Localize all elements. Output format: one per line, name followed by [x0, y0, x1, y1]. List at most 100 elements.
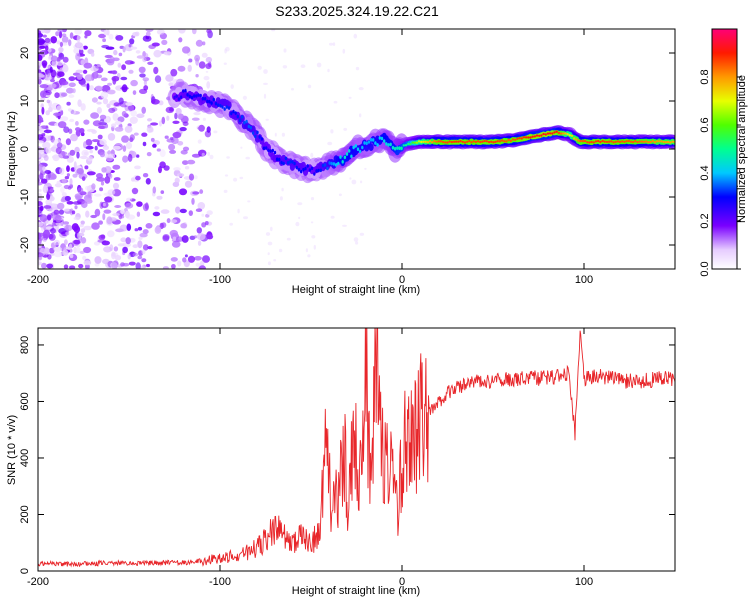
spectrogram-noise-cell [355, 66, 360, 71]
spectrogram-noise-cell [69, 265, 76, 269]
spectrogram-noise-cell [161, 39, 168, 46]
spectrogram-ridge-cell [553, 131, 556, 134]
spectrogram-noise-cell [46, 193, 51, 200]
spectrogram-noise-cell [131, 177, 135, 182]
spectrogram-noise-cell [330, 215, 335, 219]
spectrogram-noise-cell [89, 85, 94, 91]
spectrogram-noise-cell [170, 257, 178, 262]
spectrogram-ridge-cell [601, 139, 604, 143]
spectrogram-noise-cell [154, 206, 160, 210]
spectrogram-noise-cell [132, 244, 139, 249]
spectrogram-ridge-cell [345, 152, 349, 156]
spectrogram-noise-cell [197, 240, 202, 246]
spectrogram-noise-cell [81, 200, 88, 209]
spectrogram-ridge-cell [562, 132, 565, 135]
spectrogram-ridge-cell [173, 95, 176, 100]
spectrogram-noise-cell [45, 218, 54, 225]
spectrogram-ridge-cell [179, 95, 183, 99]
spectrogram-noise-cell [121, 135, 130, 143]
spectrogram-noise-cell [85, 185, 90, 191]
x-tick-label: 100 [575, 576, 593, 588]
spectrogram-noise-cell [104, 196, 113, 203]
spectrogram-noise-cell [174, 177, 180, 184]
spectrogram-noise-cell [184, 166, 190, 170]
spectrogram-noise-cell [75, 247, 81, 254]
spectrogram-ridge-cell [265, 143, 271, 152]
y-tick-label: -10 [19, 189, 31, 205]
spectrogram-noise-cell [132, 90, 137, 95]
spectrogram-noise-cell [349, 177, 352, 180]
spectrogram-ridge-cell [529, 136, 532, 139]
spectrogram-noise-cell [109, 56, 116, 63]
snr-series-line [38, 328, 675, 568]
spectrogram-ridge-cell [590, 140, 593, 144]
spectrogram-noise-cell [199, 189, 204, 194]
spectrogram-noise-cell [69, 149, 76, 156]
spectrogram-noise-cell [364, 167, 367, 170]
spectrogram-noise-cell [49, 66, 53, 73]
spectrogram-noise-cell [40, 90, 47, 98]
spectrogram-ridge-cell [212, 97, 215, 102]
spectrogram-noise-cell [136, 55, 145, 59]
spectrogram-noise-cell [39, 214, 48, 223]
spectrogram-ridge-cell [607, 140, 611, 143]
spectrogram-noise-cell [127, 153, 133, 162]
spectrogram-noise-cell [130, 61, 135, 65]
spectrogram-noise-cell [156, 29, 165, 35]
spectrogram-noise-cell [137, 255, 143, 260]
spectrogram-noise-cell [61, 36, 69, 44]
spectrogram-ridge-cell [575, 138, 578, 141]
spectrogram-ridge-cell [664, 141, 668, 144]
spectrogram-ridge-cell [490, 140, 493, 143]
spectrogram-noise-cell [82, 45, 88, 50]
spectrogram-noise-cell [100, 77, 108, 82]
spectrogram-noise-cell [187, 255, 196, 263]
spectrogram-noise-cell [107, 153, 116, 159]
spectrogram-noise-cell [102, 98, 109, 105]
spectrogram-noise-cell [177, 65, 186, 72]
spectrogram-ridge-cell [214, 101, 218, 106]
spectrogram-noise-cell [65, 138, 71, 146]
spectrogram-ridge-cell [354, 144, 357, 148]
spectrogram-noise-cell [93, 241, 101, 246]
spectrogram-noise-cell [133, 132, 139, 136]
spectrogram-ridge-cell [433, 140, 436, 143]
spectrogram-noise-cell [206, 126, 211, 133]
spectrogram-noise-cell [61, 33, 67, 37]
spectrogram-noise-cell [127, 253, 131, 260]
colorbar-tick-label: 0.8 [699, 69, 711, 84]
spectrogram-ridge-cell [544, 133, 547, 136]
spectrogram-noise-cell [80, 83, 88, 87]
spectrogram-noise-cell [136, 113, 145, 119]
spectrogram-ridge-cell [570, 134, 574, 137]
spectrogram-noise-cell [177, 260, 182, 267]
spectrogram-noise-cell [94, 145, 98, 151]
spectrogram-noise-cell [137, 226, 143, 231]
spectrogram-noise-cell [169, 149, 177, 154]
spectrogram-ridge-cell [583, 139, 587, 143]
spectrogram-ridge-cell [232, 109, 235, 114]
spectrogram-ridge-cell [531, 135, 534, 138]
spectrogram-noise-cell [97, 134, 103, 140]
spectrogram-ridge-cell [286, 161, 290, 165]
spectrogram-ridge-cell [535, 134, 539, 137]
spectrogram-ridge-cell [420, 140, 423, 144]
spectrogram-noise-cell [270, 226, 273, 232]
spectrogram-noise-cell [53, 112, 62, 117]
spectrogram-noise-cell [166, 218, 171, 224]
spectrogram-noise-cell [195, 208, 203, 212]
spectrogram-ridge-cell [627, 139, 630, 143]
spectrogram-noise-cell [127, 104, 135, 112]
spectrogram-noise-cell [138, 236, 143, 240]
spectrogram-noise-cell [178, 188, 188, 196]
spectrogram-noise-cell [49, 188, 54, 193]
spectrogram-noise-cell [271, 29, 276, 32]
spectrogram-noise-cell [126, 197, 133, 202]
spectrogram-noise-cell [223, 62, 227, 65]
spectrogram-noise-cell [120, 209, 125, 215]
spectrogram-noise-cell [243, 216, 248, 220]
spectrogram-noise-cell [44, 45, 49, 51]
spectrogram-noise-cell [68, 82, 76, 88]
spectrogram-noise-cell [43, 74, 53, 81]
spectrogram-ridge-cell [324, 163, 327, 167]
